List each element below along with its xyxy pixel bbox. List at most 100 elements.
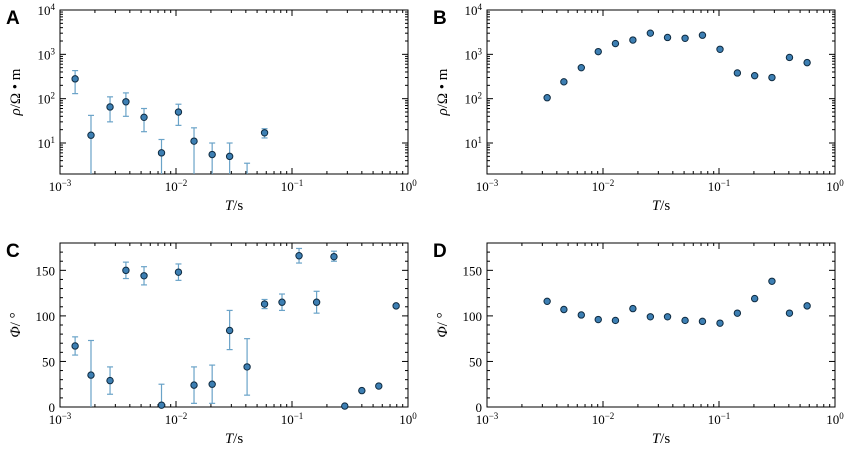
data-point bbox=[577, 311, 585, 319]
x-tick-label: 100 bbox=[826, 411, 844, 427]
data-point bbox=[594, 315, 602, 324]
data-point bbox=[750, 71, 759, 80]
y-tick-label: 102 bbox=[465, 91, 483, 107]
data-point bbox=[611, 39, 620, 48]
data-point bbox=[260, 300, 269, 308]
y-tick-label: 50 bbox=[42, 354, 55, 369]
y-axis-label: ρ/Ω • m bbox=[435, 68, 451, 116]
panel-label: B bbox=[433, 8, 447, 29]
y-tick-label: 104 bbox=[38, 2, 56, 18]
data-point bbox=[87, 131, 95, 139]
data-point bbox=[208, 380, 216, 388]
x-tick-label: 10−1 bbox=[708, 178, 731, 194]
y-tick-label: 50 bbox=[469, 354, 482, 369]
data-point bbox=[629, 304, 637, 313]
data-point bbox=[716, 45, 724, 53]
data-point bbox=[278, 298, 286, 306]
data-point bbox=[768, 277, 776, 285]
y-tick-label: 100 bbox=[463, 309, 483, 324]
data-point bbox=[594, 47, 602, 56]
x-axis-label: T/s bbox=[652, 431, 671, 447]
x-tick-label: 10−2 bbox=[592, 411, 615, 427]
y-tick-label: 101 bbox=[38, 135, 56, 151]
data-point bbox=[681, 316, 689, 325]
data-point bbox=[716, 319, 724, 327]
x-tick-label: 10−3 bbox=[476, 411, 499, 427]
y-tick-label: 150 bbox=[463, 263, 483, 278]
data-point bbox=[733, 69, 742, 77]
data-point bbox=[174, 108, 183, 116]
panel-b: B 10−3 10−2 10−1 100 101 102 103 104 T/s ρ/Ω • m bbox=[433, 2, 844, 214]
panel-label: A bbox=[6, 8, 20, 29]
x-tick-label: 10−3 bbox=[49, 178, 72, 194]
data-point bbox=[140, 113, 148, 122]
data-point bbox=[543, 297, 551, 306]
data-point bbox=[312, 298, 321, 306]
panel-d: D 10−3 10−2 10−1 100 0 50 100 150 T/s Φ/ ° bbox=[433, 241, 844, 447]
y-tick-label: 102 bbox=[38, 91, 56, 107]
data-point bbox=[646, 29, 655, 37]
data-point bbox=[106, 103, 114, 111]
y-tick-label: 100 bbox=[36, 309, 56, 324]
x-tick-label: 10−2 bbox=[165, 178, 188, 194]
y-tick-label: 104 bbox=[465, 2, 483, 18]
data-point bbox=[295, 252, 303, 260]
x-tick-label: 100 bbox=[826, 178, 844, 194]
data-point bbox=[698, 317, 707, 326]
data-point bbox=[803, 58, 811, 67]
data-point bbox=[225, 326, 234, 335]
data-point bbox=[646, 313, 655, 321]
data-point bbox=[577, 63, 585, 72]
data-point bbox=[260, 129, 269, 137]
x-tick-label: 10−1 bbox=[708, 411, 731, 427]
data-point bbox=[750, 294, 759, 303]
data-point bbox=[785, 53, 794, 62]
x-tick-label: 100 bbox=[399, 178, 417, 194]
x-tick-label: 10−1 bbox=[281, 178, 304, 194]
data-point bbox=[190, 137, 198, 145]
data-point bbox=[543, 94, 551, 102]
y-axis-label: Φ/ ° bbox=[8, 312, 24, 337]
data-point bbox=[560, 305, 568, 314]
data-point bbox=[663, 313, 672, 321]
data-point bbox=[341, 402, 349, 410]
data-point bbox=[71, 75, 79, 83]
data-point bbox=[122, 266, 130, 275]
x-axis-label: T/s bbox=[225, 198, 244, 214]
y-tick-label: 103 bbox=[38, 46, 56, 62]
data-point bbox=[803, 302, 811, 310]
data-point bbox=[375, 382, 383, 390]
data-point bbox=[174, 268, 183, 276]
data-point bbox=[663, 33, 672, 42]
data-point bbox=[358, 386, 366, 395]
x-tick-label: 10−3 bbox=[476, 178, 499, 194]
data-point bbox=[768, 73, 776, 82]
data-point bbox=[157, 401, 166, 409]
panel-label: D bbox=[433, 241, 447, 262]
y-tick-label: 0 bbox=[49, 400, 56, 415]
data-point bbox=[122, 98, 130, 106]
y-tick-label: 0 bbox=[476, 400, 483, 415]
x-tick-label: 10−2 bbox=[165, 411, 188, 427]
y-tick-label: 101 bbox=[465, 135, 483, 151]
plot-frame bbox=[486, 242, 836, 408]
data-point bbox=[560, 78, 568, 86]
x-axis-label: T/s bbox=[225, 431, 244, 447]
data-point bbox=[629, 36, 637, 44]
data-point bbox=[140, 272, 148, 280]
data-point bbox=[611, 316, 620, 325]
panel-label: C bbox=[6, 241, 20, 262]
x-tick-label: 100 bbox=[399, 411, 417, 427]
x-axis-label: T/s bbox=[652, 198, 671, 214]
plot-frame bbox=[486, 9, 836, 175]
data-point bbox=[208, 150, 216, 159]
panel-a: A 10−3 10−2 10−1 100 101 102 103 104 T/s ρ/Ω • m bbox=[6, 2, 417, 214]
panel-c: C 10−3 10−2 10−1 100 0 50 100 150 T/s Φ/ ° bbox=[6, 241, 417, 447]
data-point bbox=[106, 376, 114, 385]
plot-frame bbox=[59, 9, 409, 175]
data-point bbox=[225, 152, 234, 161]
y-axis-label: ρ/Ω • m bbox=[8, 68, 24, 116]
y-tick-label: 103 bbox=[465, 46, 483, 62]
data-point bbox=[330, 252, 338, 261]
data-point bbox=[785, 309, 794, 317]
